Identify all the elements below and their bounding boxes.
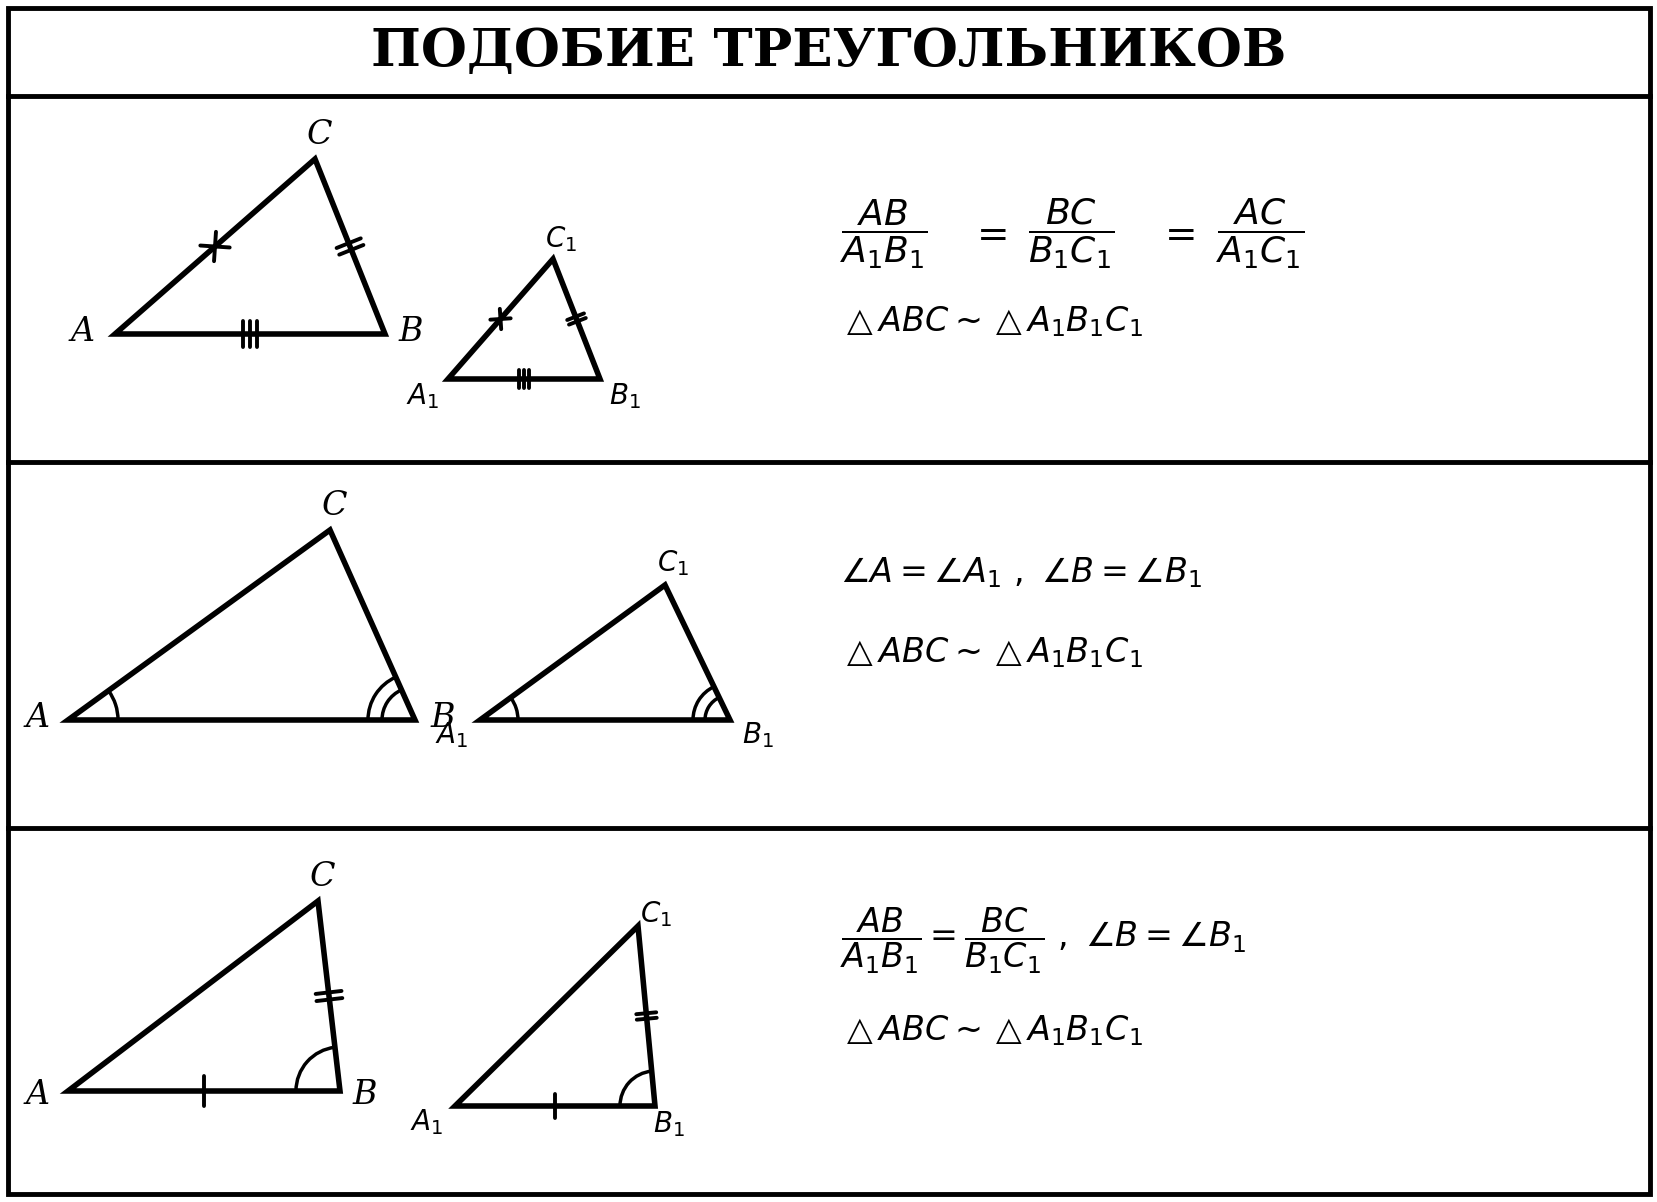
Text: $\dfrac{AB}{A_1B_1} = \dfrac{BC}{B_1C_1}\ ,\ \angle B = \angle B_1$: $\dfrac{AB}{A_1B_1} = \dfrac{BC}{B_1C_1}… [840, 906, 1246, 976]
Text: B: B [353, 1079, 378, 1111]
Text: $B_1$: $B_1$ [608, 381, 641, 411]
Text: B: B [399, 316, 423, 349]
Text: A: A [27, 1079, 50, 1111]
Text: $B_1$: $B_1$ [653, 1109, 684, 1139]
Text: C: C [321, 490, 346, 522]
Text: $\triangle ABC \sim \triangle A_1B_1C_1$: $\triangle ABC \sim \triangle A_1B_1C_1$ [840, 304, 1142, 339]
Text: C: C [310, 861, 335, 893]
Text: $B_1$: $B_1$ [742, 720, 774, 750]
Text: $C_1$: $C_1$ [640, 899, 671, 929]
Text: $=$: $=$ [1157, 215, 1195, 252]
Text: A: A [27, 702, 50, 734]
Text: $C_1$: $C_1$ [545, 224, 577, 254]
Text: $A_1$: $A_1$ [411, 1107, 444, 1137]
Text: A: A [71, 316, 94, 349]
Text: $=$: $=$ [968, 215, 1006, 252]
Text: $\dfrac{AC}{A_1C_1}$: $\dfrac{AC}{A_1C_1}$ [1215, 197, 1304, 272]
Text: $\dfrac{BC}{B_1C_1}$: $\dfrac{BC}{B_1C_1}$ [1027, 197, 1114, 272]
Text: ПОДОБИЕ ТРЕУГОЛЬНИКОВ: ПОДОБИЕ ТРЕУГОЛЬНИКОВ [371, 26, 1286, 77]
Text: $C_1$: $C_1$ [656, 548, 689, 578]
Text: $A_1$: $A_1$ [406, 381, 439, 411]
Text: $\dfrac{AB}{A_1B_1}$: $\dfrac{AB}{A_1B_1}$ [840, 197, 926, 270]
Text: $\angle A = \angle A_1\ ,\ \angle B = \angle B_1$: $\angle A = \angle A_1\ ,\ \angle B = \a… [840, 555, 1201, 590]
Text: $\triangle ABC \sim \triangle A_1B_1C_1$: $\triangle ABC \sim \triangle A_1B_1C_1$ [840, 1013, 1142, 1048]
Text: $\triangle ABC \sim \triangle A_1B_1C_1$: $\triangle ABC \sim \triangle A_1B_1C_1$ [840, 636, 1142, 671]
Text: $A_1$: $A_1$ [436, 720, 469, 750]
Text: B: B [431, 702, 456, 734]
Text: C: C [307, 119, 331, 151]
